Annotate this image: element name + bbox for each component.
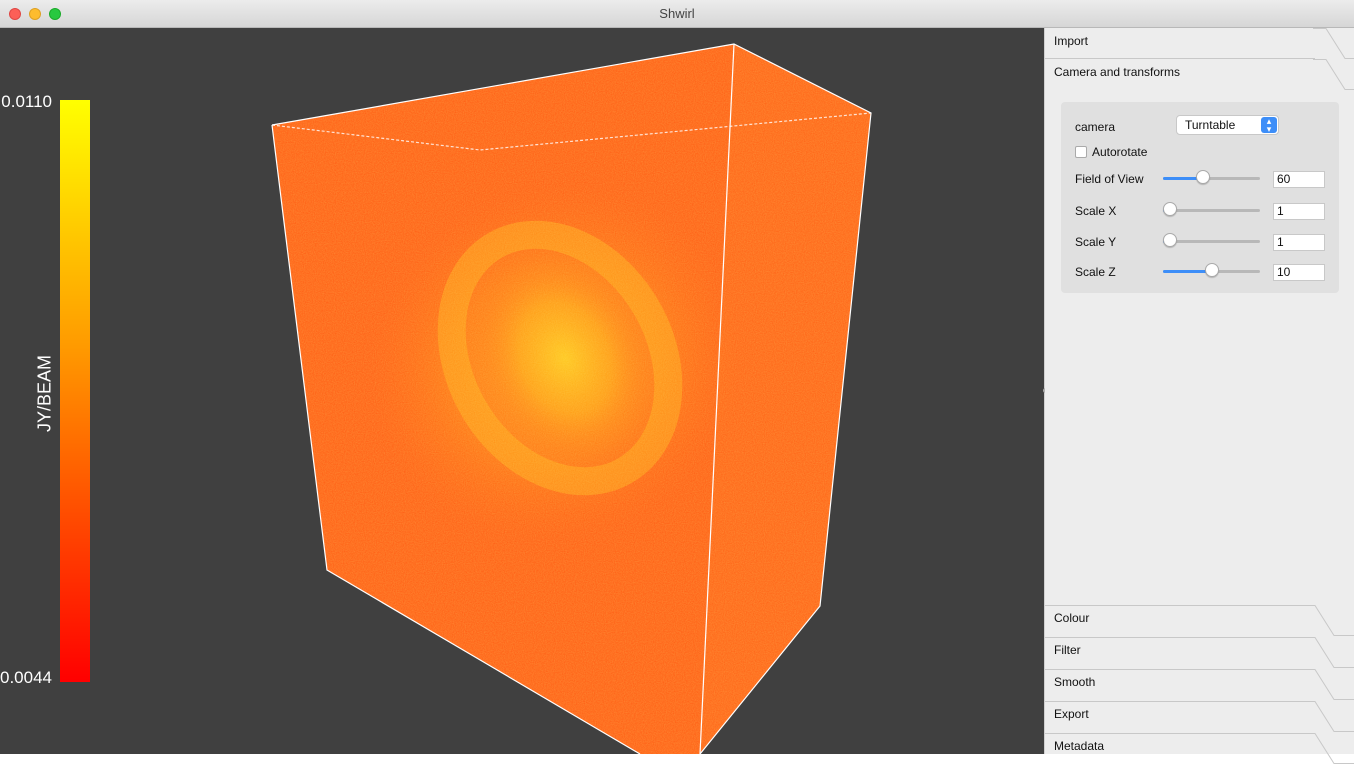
colorbar — [60, 100, 90, 682]
fov-input[interactable]: 60 — [1273, 171, 1325, 188]
tab-camera-label: Camera and transforms — [1054, 65, 1181, 79]
colorbar-min-label: 0.0044 — [0, 668, 52, 687]
tab-filter[interactable]: Filter — [1045, 637, 1354, 668]
scale-z-input[interactable]: 10 — [1273, 264, 1325, 281]
scale-x-label: Scale X — [1075, 204, 1117, 218]
scale-x-slider[interactable] — [1163, 202, 1260, 218]
side-panel: Import Camera and transforms camera Turn… — [1045, 28, 1354, 764]
scale-y-slider[interactable] — [1163, 233, 1260, 249]
cube-edges — [271, 43, 872, 754]
tab-export[interactable]: Export — [1045, 701, 1354, 732]
colorbar-max-label: 0.0110 — [1, 92, 52, 111]
scale-x-slider-knob[interactable] — [1163, 202, 1177, 216]
close-window-button[interactable] — [9, 8, 21, 20]
fov-slider-knob[interactable] — [1196, 170, 1211, 184]
autorotate-checkbox[interactable] — [1075, 146, 1087, 158]
colorbar-unit-label: JY/BEAM — [34, 354, 55, 433]
camera-settings-group: camera Turntable ▴ ▾ Autorotate Field of … — [1061, 102, 1339, 293]
fov-label: Field of View — [1075, 172, 1144, 186]
tab-smooth[interactable]: Smooth — [1045, 669, 1354, 700]
scale-z-slider-knob[interactable] — [1204, 263, 1219, 277]
fov-slider[interactable] — [1163, 170, 1260, 186]
camera-select-value: Turntable — [1185, 118, 1236, 132]
tab-import[interactable]: Import — [1045, 28, 1354, 59]
maximize-window-button[interactable] — [49, 8, 61, 20]
title-bar: Shwirl — [0, 0, 1354, 28]
tab-import-label: Import — [1054, 34, 1089, 48]
tab-filter-label: Filter — [1054, 643, 1081, 657]
volume-render-canvas[interactable]: 0.0110 0.0044 JY/BEAM — [0, 28, 1044, 754]
updown-chevron-icon: ▴ ▾ — [1261, 117, 1277, 134]
tab-metadata[interactable]: Metadata — [1045, 733, 1354, 764]
tab-colour-label: Colour — [1054, 611, 1090, 625]
tab-smooth-label: Smooth — [1054, 675, 1096, 689]
tab-export-label: Export — [1054, 707, 1089, 721]
scale-z-label: Scale Z — [1075, 265, 1116, 279]
camera-label: camera — [1075, 120, 1116, 134]
volume-render-svg — [271, 43, 872, 754]
scale-y-input[interactable]: 1 — [1273, 234, 1325, 251]
scale-y-label: Scale Y — [1075, 235, 1117, 249]
camera-select[interactable]: Turntable ▴ ▾ — [1176, 115, 1279, 135]
tab-colour[interactable]: Colour — [1045, 605, 1354, 636]
scale-y-slider-knob[interactable] — [1163, 233, 1177, 247]
minimize-window-button[interactable] — [29, 8, 41, 20]
tab-metadata-label: Metadata — [1054, 739, 1105, 753]
autorotate-label: Autorotate — [1092, 145, 1148, 159]
tab-camera-and-transforms[interactable]: Camera and transforms — [1045, 59, 1354, 90]
scale-z-slider[interactable] — [1163, 263, 1260, 279]
scale-x-input[interactable]: 1 — [1273, 203, 1325, 220]
window-title: Shwirl — [659, 6, 695, 21]
